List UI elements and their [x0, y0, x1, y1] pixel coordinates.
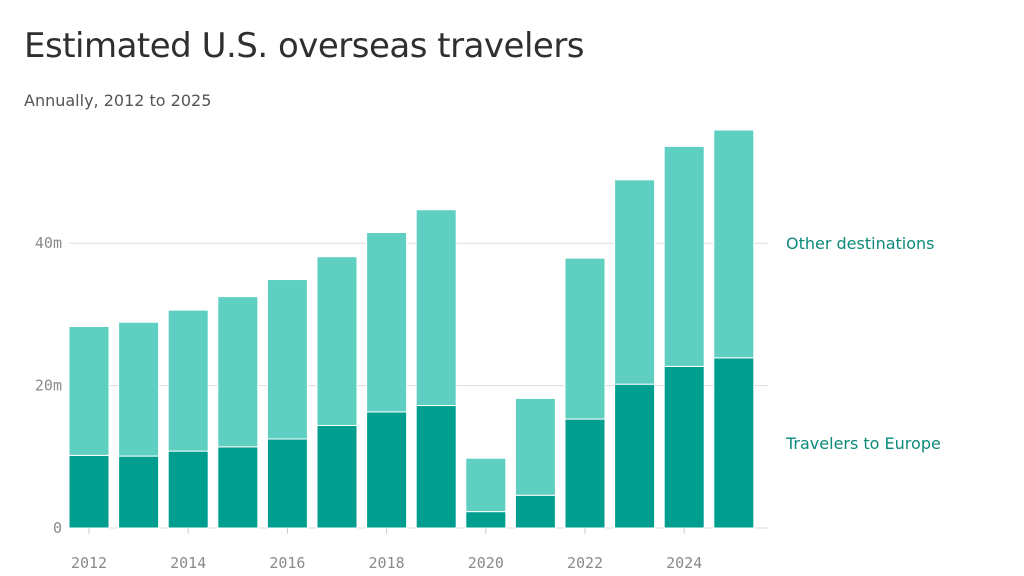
bar-2015-other	[217, 296, 259, 448]
legend-other-destinations: Other destinations	[786, 234, 935, 253]
bar-2012-europe	[68, 454, 110, 529]
bar-2025-other	[713, 129, 755, 359]
bar-2017-other	[316, 256, 358, 426]
bar-2013-other	[118, 321, 160, 457]
bar-2019-europe	[415, 405, 457, 529]
bar-2019-other	[415, 209, 457, 407]
bar-2020-europe	[465, 511, 507, 529]
bar-2012-other	[68, 326, 110, 456]
bar-2022-europe	[564, 418, 606, 529]
bar-2018-other	[366, 232, 408, 413]
bar-2014-other	[167, 309, 209, 452]
bars	[68, 129, 755, 529]
bar-2018-europe	[366, 411, 408, 529]
bar-2016-europe	[266, 438, 308, 529]
x-tick-label: 2020	[468, 554, 504, 572]
bar-2013-europe	[118, 455, 160, 529]
bar-2021-other	[514, 397, 556, 496]
bar-2024-europe	[663, 365, 705, 529]
x-tick-label: 2014	[170, 554, 206, 572]
legend-travelers-to-europe: Travelers to Europe	[785, 434, 941, 453]
axis-labels: 0 20m 40m 2012 2014 2016 2018 2020 2022 2024	[35, 234, 702, 572]
bar-2022-other	[564, 257, 606, 420]
bar-2017-europe	[316, 424, 358, 529]
chart-title: Estimated U.S. overseas travelers	[24, 26, 585, 66]
x-tick-label: 2016	[269, 554, 305, 572]
bar-2015-europe	[217, 446, 259, 529]
x-tick-label: 2024	[666, 554, 702, 572]
y-tick-label: 0	[53, 519, 62, 537]
bar-2020-other	[465, 457, 507, 513]
bar-2024-other	[663, 145, 705, 367]
y-tick-label: 40m	[35, 234, 62, 252]
bar-2023-europe	[614, 383, 656, 529]
bar-2025-europe	[713, 357, 755, 529]
x-tick-label: 2018	[369, 554, 405, 572]
x-tick-label: 2022	[567, 554, 603, 572]
bar-2023-other	[614, 179, 656, 385]
legend: Other destinations Travelers to Europe	[785, 234, 941, 453]
bar-2014-europe	[167, 450, 209, 529]
y-tick-label: 20m	[35, 377, 62, 395]
bar-2016-other	[266, 279, 308, 440]
chart-subtitle: Annually, 2012 to 2025	[24, 91, 212, 110]
bar-2021-europe	[514, 494, 556, 529]
x-tick-label: 2012	[71, 554, 107, 572]
